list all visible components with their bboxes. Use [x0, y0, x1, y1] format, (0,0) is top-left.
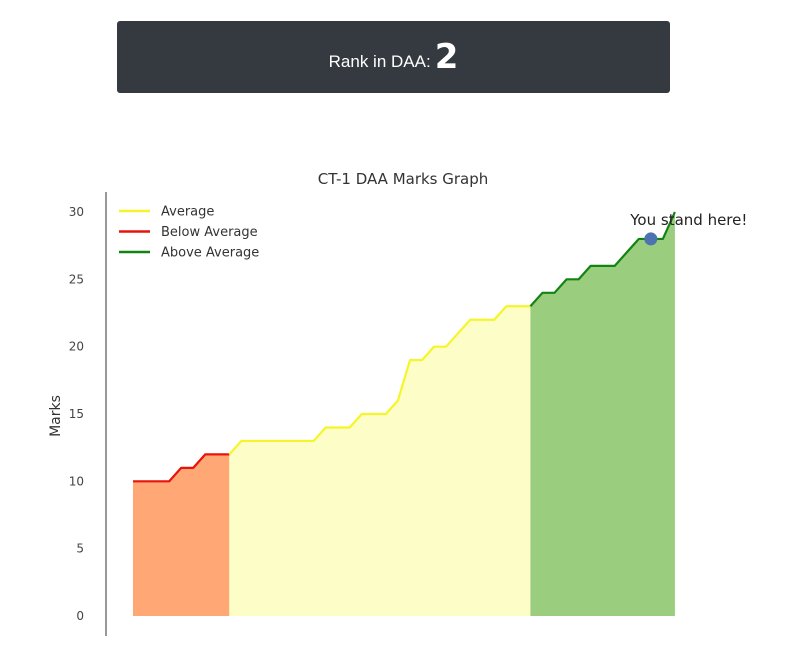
annotation-layer: You stand here!: [629, 211, 747, 246]
rank-value: 2: [434, 37, 459, 77]
you-stand-here-label: You stand here!: [629, 211, 747, 229]
chart-title: CT-1 DAA Marks Graph: [318, 170, 489, 188]
y-tick-label: 0: [76, 609, 84, 623]
you-stand-here-marker: [644, 232, 658, 246]
rank-label: Rank in DAA:: [328, 52, 431, 71]
above-average-area: [530, 212, 675, 616]
legend: Average Below Average Above Average: [119, 205, 259, 261]
y-axis-label: Marks: [48, 395, 64, 437]
above-average-legend-label: Above Average: [161, 246, 259, 261]
rank-banner: Rank in DAA: 2: [117, 21, 670, 93]
y-tick-label: 30: [69, 205, 84, 219]
series-areas: [133, 212, 675, 616]
y-tick-label: 15: [69, 407, 84, 421]
y-ticks: 0 5 10 15 20 25 30: [69, 205, 84, 623]
y-tick-label: 10: [69, 474, 84, 488]
average-line: [228, 305, 531, 456]
average-legend-label: Average: [161, 205, 214, 220]
marks-chart: CT-1 DAA Marks Graph Marks 051015202530 …: [48, 170, 747, 636]
average-area: [229, 306, 531, 616]
y-tick-label: 25: [69, 272, 84, 286]
below-average-line: [133, 453, 230, 483]
y-tick-label: 20: [69, 340, 84, 354]
y-tick-label: 5: [76, 542, 84, 556]
below-average-legend-label: Below Average: [161, 225, 258, 240]
below-average-area: [133, 454, 230, 616]
